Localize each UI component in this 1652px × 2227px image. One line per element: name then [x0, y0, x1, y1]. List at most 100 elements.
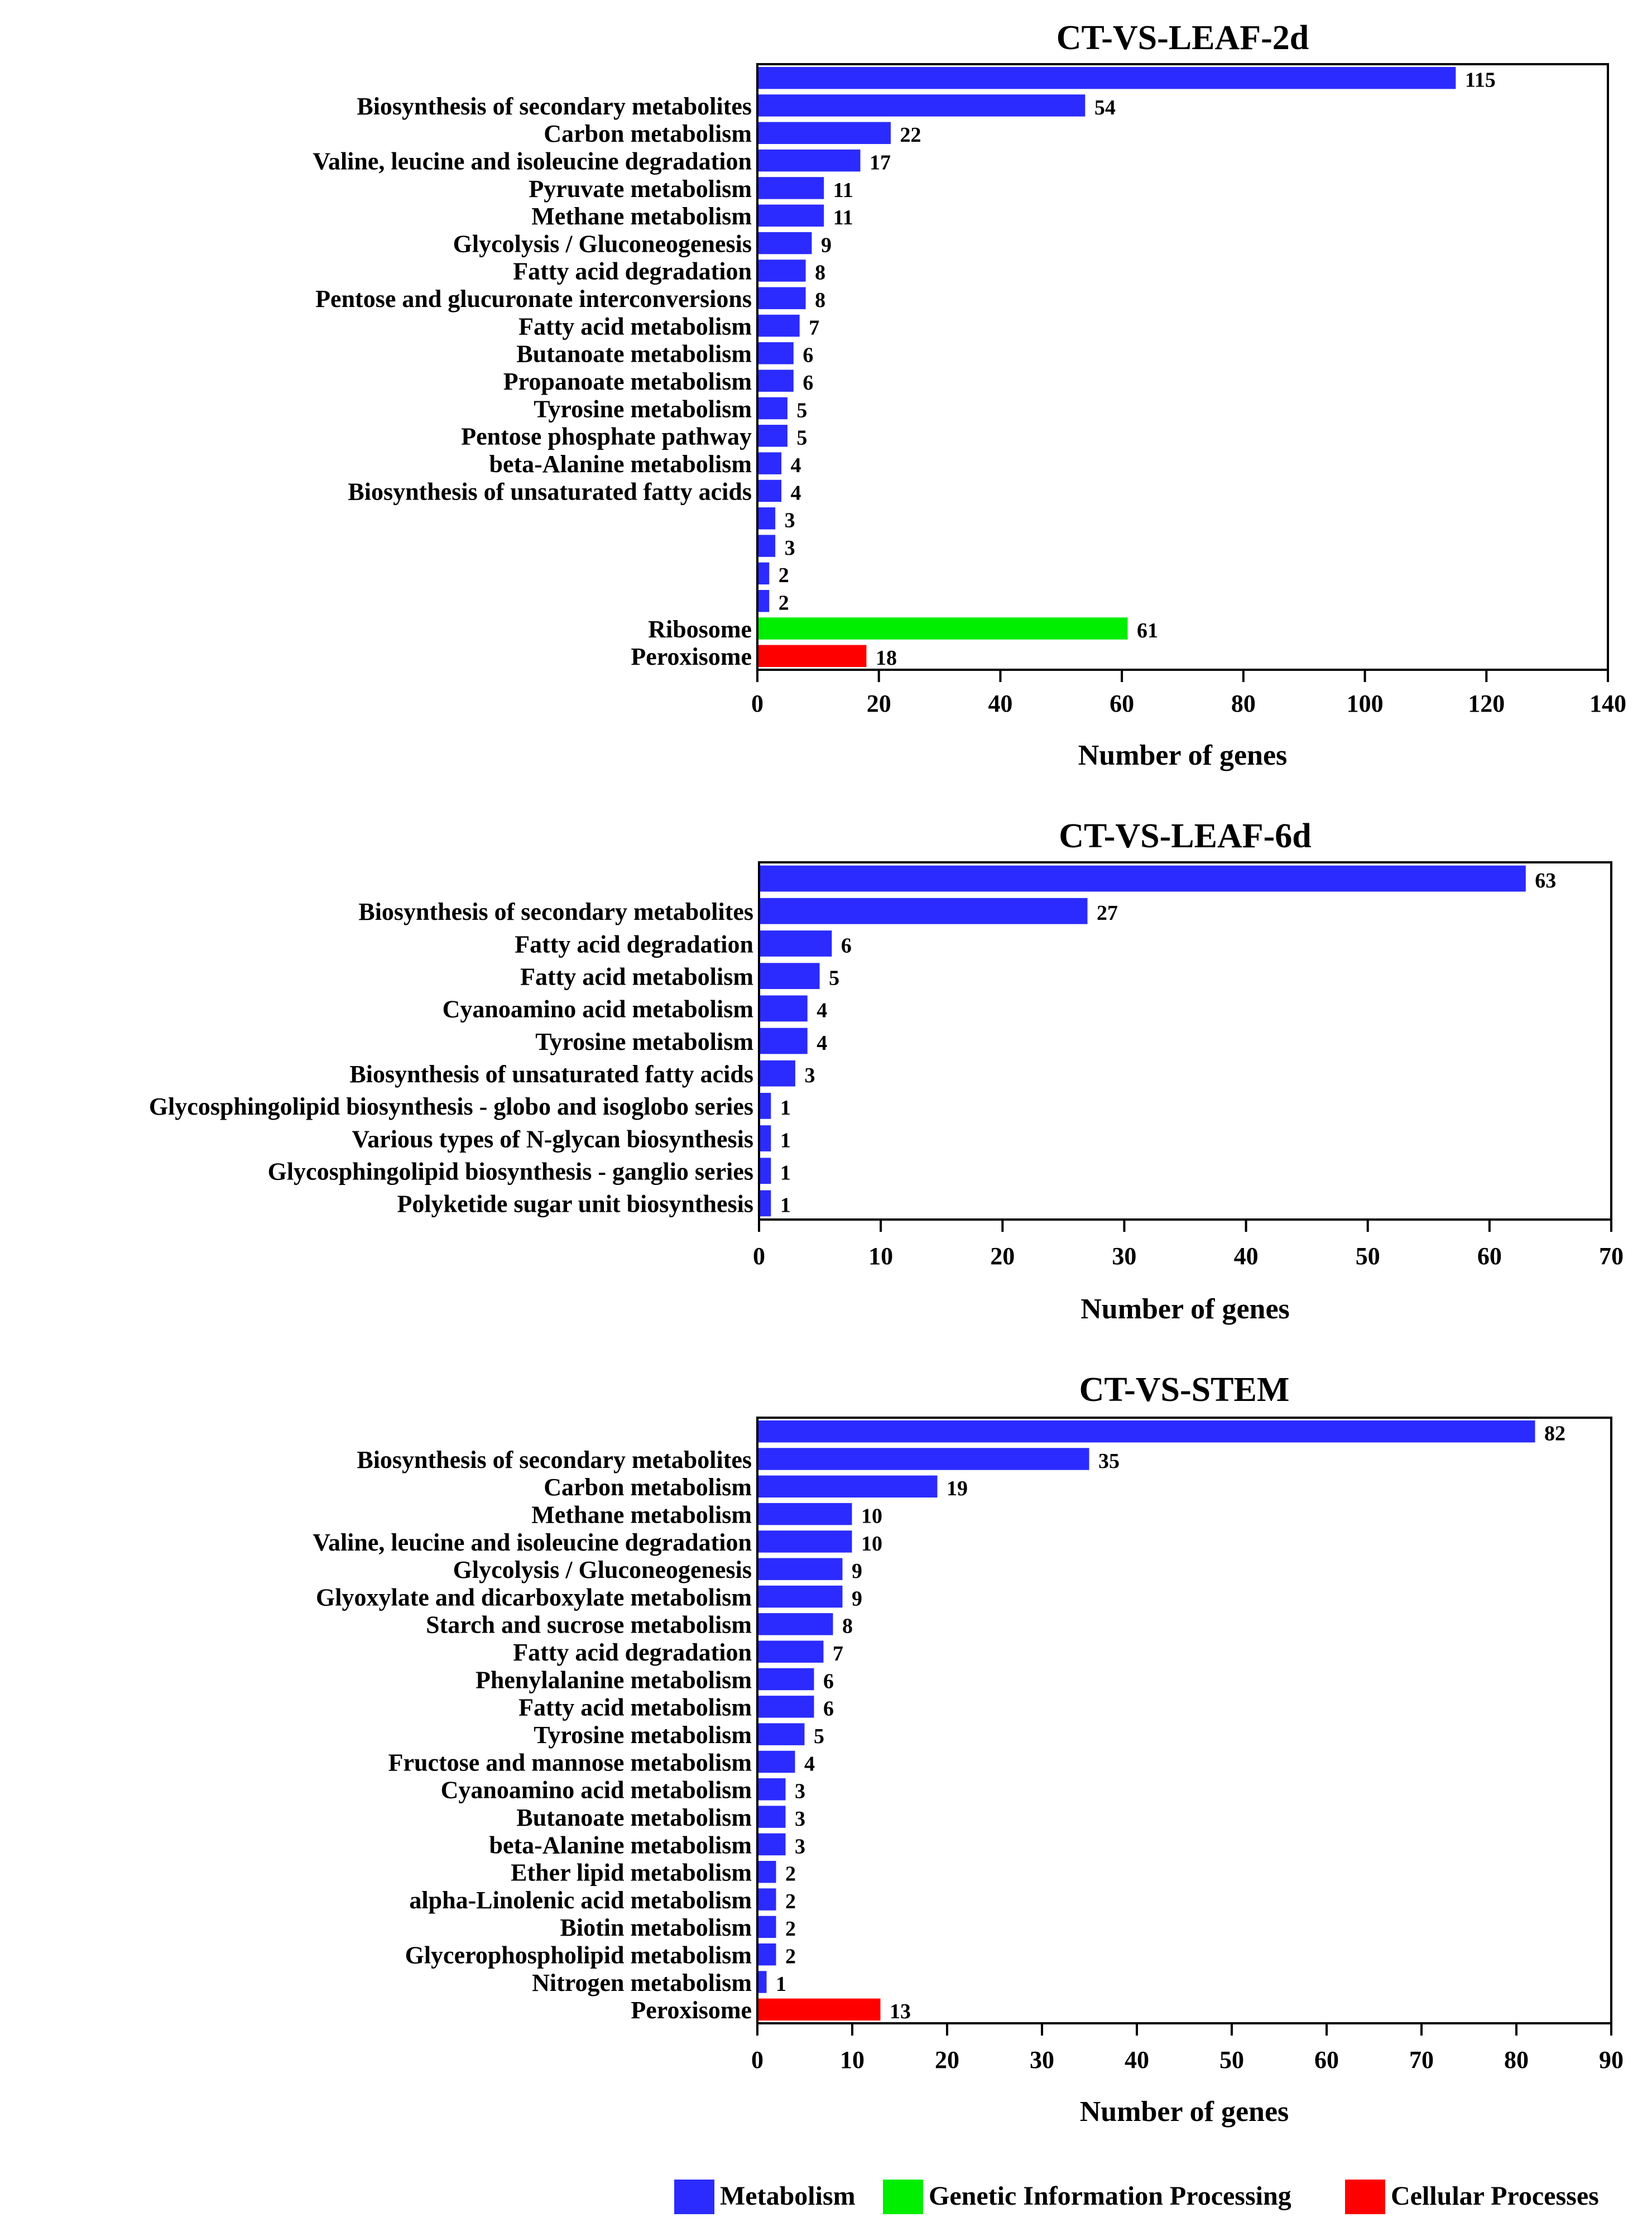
x-axis-label: Number of genes — [1080, 2096, 1289, 2128]
bar-value-label: 10 — [861, 1504, 882, 1528]
bar — [757, 1915, 777, 1939]
x-tick-label: 120 — [1468, 690, 1505, 717]
bar — [757, 314, 800, 338]
bar — [757, 1612, 834, 1636]
bar — [757, 396, 788, 420]
bar-value-label: 63 — [1535, 869, 1556, 892]
bar — [757, 1722, 805, 1746]
bar — [758, 995, 808, 1023]
bar-value-label: 1 — [776, 1972, 786, 1996]
bar-value-label: 18 — [876, 646, 897, 670]
bar — [757, 589, 770, 613]
bar-value-label: 3 — [795, 1835, 805, 1858]
x-axis-label: Number of genes — [1078, 740, 1288, 771]
bar — [757, 1447, 1090, 1471]
category-label: Polyketide sugar unit biosynthesis — [397, 1191, 753, 1218]
category-label: Fructose and mannose metabolism — [388, 1749, 752, 1776]
legend-label: Cellular Processes — [1391, 2181, 1599, 2211]
bar-value-label: 61 — [1137, 619, 1158, 642]
bar — [757, 617, 1128, 640]
bar-value-label: 1 — [780, 1194, 791, 1217]
bar-value-label: 2 — [785, 1917, 796, 1941]
bar-value-label: 2 — [785, 1890, 796, 1913]
bar — [757, 94, 1086, 117]
x-tick-label: 60 — [1110, 690, 1134, 717]
legend-swatch — [883, 2180, 923, 2214]
bar — [758, 897, 1088, 925]
bar-value-label: 6 — [841, 934, 852, 957]
bar — [757, 561, 770, 585]
bar — [757, 479, 782, 503]
category-label: Glycosphingolipid biosynthesis - globo a… — [149, 1093, 753, 1120]
category-label: Peroxisome — [631, 1996, 752, 2024]
legend-swatch — [674, 2180, 714, 2214]
bar — [757, 1585, 843, 1609]
category-label: Biosynthesis of secondary metabolites — [357, 1446, 752, 1474]
category-label: alpha-Linolenic acid metabolism — [409, 1887, 752, 1914]
category-label: Biosynthesis of secondary metabolites — [358, 898, 753, 925]
legend: Metabolism Genetic Information Processing… — [674, 2180, 1599, 2214]
bar — [758, 1092, 772, 1120]
bar-value-label: 1 — [780, 1162, 791, 1185]
category-label: Methane metabolism — [531, 1501, 752, 1528]
bar — [757, 1695, 815, 1719]
bar-value-label: 9 — [821, 233, 832, 257]
category-label: Cyanoamino acid metabolism — [443, 996, 753, 1023]
chart-title: CT-VS-STEM — [1079, 1371, 1290, 1409]
category-label: Cyanoamino acid metabolism — [441, 1777, 752, 1804]
bar-value-label: 1 — [780, 1129, 791, 1152]
bar — [758, 1027, 808, 1055]
bar — [758, 930, 833, 957]
bar-value-label: 2 — [785, 1945, 796, 1969]
category-label: Glyoxylate and dicarboxylate metabolism — [316, 1583, 752, 1611]
category-label: Propanoate metabolism — [503, 368, 752, 395]
category-label: Tyrosine metabolism — [534, 395, 752, 423]
bar — [757, 644, 867, 668]
bar-value-label: 4 — [817, 1031, 827, 1055]
category-label: Fatty acid metabolism — [518, 313, 752, 340]
plot-frame — [758, 861, 1612, 1221]
bar — [757, 1970, 767, 1994]
bar-value-label: 35 — [1098, 1450, 1120, 1473]
category-label: Fatty acid degradation — [515, 930, 753, 958]
bar-value-label: 3 — [785, 536, 795, 560]
bar — [757, 1888, 777, 1911]
bar — [757, 452, 782, 475]
bar-value-label: 4 — [817, 999, 827, 1023]
bar — [757, 148, 861, 172]
bar-value-label: 7 — [833, 1642, 843, 1666]
legend-label: Metabolism — [720, 2181, 856, 2211]
category-label: Tyrosine metabolism — [534, 1721, 752, 1749]
bar-value-label: 54 — [1094, 96, 1116, 119]
category-label: Glycerophospholipid metabolism — [405, 1942, 752, 1969]
bar — [757, 1475, 938, 1499]
bar — [757, 1750, 796, 1774]
category-label: Fatty acid degradation — [513, 1639, 752, 1666]
bar-value-label: 4 — [791, 481, 801, 505]
bar-value-label: 82 — [1544, 1422, 1565, 1445]
x-tick-label: 70 — [1409, 2046, 1434, 2074]
bar-value-label: 27 — [1097, 901, 1118, 925]
category-label: Biotin metabolism — [560, 1914, 752, 1941]
x-tick-label: 0 — [753, 1242, 765, 1270]
category-label: Butanoate metabolism — [516, 1804, 752, 1831]
bar — [757, 176, 825, 200]
x-tick-label: 10 — [840, 2046, 865, 2074]
category-label: Ribosome — [648, 616, 752, 643]
bar-value-label: 2 — [779, 564, 789, 587]
bar-value-label: 5 — [829, 966, 839, 990]
bar — [758, 1125, 772, 1152]
bar-value-label: 115 — [1465, 68, 1496, 92]
plot-frame — [756, 1417, 1612, 2024]
bar-value-label: 5 — [796, 426, 807, 450]
x-tick-label: 140 — [1589, 690, 1626, 717]
category-label: Fatty acid degradation — [513, 258, 752, 285]
bar-value-label: 9 — [852, 1559, 862, 1583]
bar — [757, 1640, 824, 1663]
bar-value-label: 3 — [785, 509, 795, 532]
bar — [758, 1059, 796, 1087]
bar — [757, 66, 1457, 90]
bar — [758, 865, 1526, 892]
